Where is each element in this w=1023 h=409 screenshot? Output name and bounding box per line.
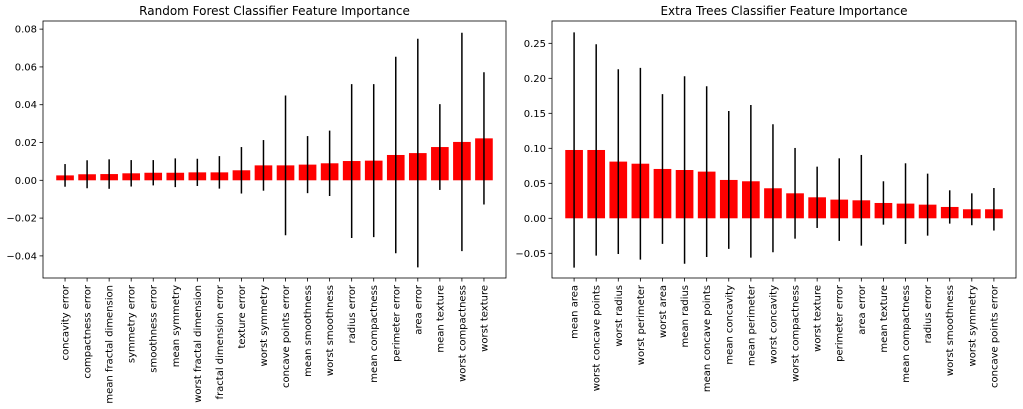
x-tick-label: worst symmetry [259,285,270,367]
x-tick-label: smoothness error [149,284,160,373]
y-tick-label: −0.02 [6,214,37,225]
x-tick-label: area error [857,284,868,335]
x-tick-label: worst fractal dimension [193,285,204,403]
x-tick-label: worst radius [614,285,625,347]
chart-2: Extra Trees Classifier Feature Importanc… [515,4,1017,392]
x-tick-label: worst symmetry [967,285,978,367]
x-tick-label: compactness error [83,284,94,378]
x-tick-label: mean concave points [702,285,713,392]
x-tick-label: mean fractal dimension [105,285,116,404]
y-tick-label: 0.20 [524,74,546,85]
x-tick-label: mean texture [435,285,446,353]
x-tick-label: mean perimeter [746,284,757,366]
y-tick-label: 0.05 [524,179,546,190]
x-tick-label: fractal dimension error [215,284,226,399]
chart-title: Extra Trees Classifier Feature Importanc… [660,4,907,18]
x-tick-label: mean smoothness [303,285,314,377]
x-tick-label: worst smoothness [325,285,336,376]
x-tick-label: concave points error [989,284,1000,388]
y-tick-label: 0.25 [524,39,546,50]
y-tick-label: 0.00 [15,176,37,187]
x-tick-label: worst concave points [592,285,603,391]
y-tick-label: −0.05 [515,249,546,260]
x-tick-label: concavity error [61,284,72,360]
x-tick-label: mean area [570,285,581,339]
chart-1: Random Forest Classifier Feature Importa… [6,4,507,404]
x-tick-label: texture error [237,284,248,348]
y-tick-label: 0.02 [15,138,37,149]
x-tick-label: mean concavity [724,285,735,365]
x-tick-label: symmetry error [127,284,138,363]
y-tick-label: 0.15 [524,109,546,120]
x-tick-label: mean radius [680,285,691,347]
y-tick-label: 0.06 [15,62,37,73]
x-tick-label: radius error [347,284,358,343]
x-tick-label: worst concavity [768,285,779,364]
x-tick-label: worst area [658,285,669,338]
x-tick-label: mean compactness [901,285,912,383]
y-tick-label: 0.00 [524,214,546,225]
x-tick-label: worst compactness [791,285,802,382]
x-tick-label: worst smoothness [945,285,956,376]
x-tick-label: radius error [923,284,934,343]
x-tick-label: concave points error [281,284,292,388]
x-tick-label: perimeter error [835,284,846,362]
x-tick-label: worst texture [479,285,490,352]
x-tick-label: mean symmetry [171,285,182,367]
x-tick-label: area error [413,284,424,335]
x-tick-label: mean compactness [369,285,380,383]
x-tick-label: worst perimeter [636,284,647,365]
y-tick-label: 0.04 [15,100,37,111]
y-tick-label: 0.08 [15,25,37,36]
x-tick-label: mean texture [879,285,890,353]
chart-title: Random Forest Classifier Feature Importa… [139,4,410,18]
x-tick-label: perimeter error [391,284,402,362]
x-tick-label: worst texture [813,285,824,352]
y-tick-label: −0.04 [6,251,37,262]
x-tick-label: worst compactness [457,285,468,382]
axes-frame [42,20,507,279]
axes-frame [551,20,1017,279]
y-tick-label: 0.10 [524,144,546,155]
